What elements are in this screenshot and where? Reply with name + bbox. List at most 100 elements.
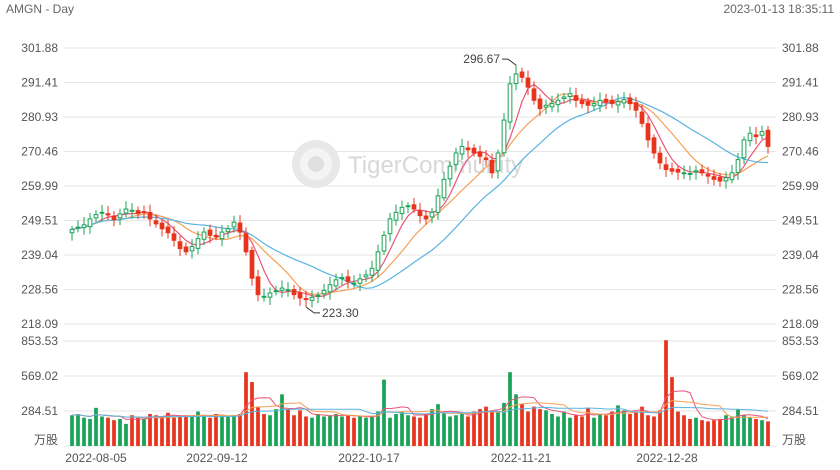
x-tick-label: 2022-12-28 xyxy=(636,451,698,465)
high-marker-line xyxy=(502,58,517,66)
candle-body xyxy=(681,172,687,175)
candle-body xyxy=(447,165,453,180)
candle-body xyxy=(729,172,735,181)
volume-bar xyxy=(100,416,104,446)
candle-body xyxy=(129,209,135,212)
volume-bar xyxy=(202,416,206,446)
volume-tick-label: 284.51 xyxy=(21,404,58,418)
x-tick-label: 2022-08-05 xyxy=(65,451,127,465)
candle-body xyxy=(759,131,765,136)
volume-bar xyxy=(652,416,656,446)
volume-bar xyxy=(706,421,710,446)
volume-bar xyxy=(220,415,224,446)
candle-body xyxy=(327,284,333,293)
candle-body xyxy=(345,276,351,282)
volume-bar xyxy=(286,409,290,446)
candle-body xyxy=(99,211,105,214)
volume-bar xyxy=(466,416,470,446)
candle-body xyxy=(657,152,663,164)
volume-bar xyxy=(352,417,356,446)
candle-body xyxy=(249,250,255,279)
volume-bar xyxy=(688,418,692,446)
candle-body xyxy=(639,111,645,124)
candle-body xyxy=(651,137,657,154)
volume-bar xyxy=(88,418,92,446)
volume-bar xyxy=(292,415,296,446)
timestamp: 2023-01-13 18:35:11 xyxy=(723,2,834,16)
volume-bar xyxy=(670,377,674,446)
candle-body xyxy=(423,215,429,220)
chart-grid xyxy=(64,47,776,447)
volume-bar xyxy=(490,410,494,446)
volume-unit-label: 万股 xyxy=(782,433,806,447)
volume-bar xyxy=(226,416,230,446)
candle-body xyxy=(579,99,585,105)
volume-bar xyxy=(268,415,272,446)
y-tick-label: 218.09 xyxy=(782,317,819,331)
volume-series xyxy=(70,340,770,446)
volume-bar xyxy=(478,409,482,446)
y-tick-label: 291.41 xyxy=(782,75,819,89)
candle-body xyxy=(261,295,267,298)
candle-body xyxy=(225,228,231,233)
candle-body xyxy=(429,211,435,218)
volume-bar xyxy=(250,382,254,446)
candle-body xyxy=(549,103,555,108)
candle-body xyxy=(105,213,111,216)
volume-bar xyxy=(592,417,596,446)
x-axis: 2022-08-05 2022-09-12 2022-10-17 2022-11-21… xyxy=(65,451,698,465)
candle-body xyxy=(591,103,597,107)
volume-bar xyxy=(658,410,662,446)
candle-body xyxy=(291,289,297,296)
volume-bar xyxy=(406,415,410,446)
candle-body xyxy=(171,233,177,241)
volume-bar xyxy=(748,417,752,446)
candle-body xyxy=(465,147,471,151)
x-tick-label: 2022-09-12 xyxy=(186,451,248,465)
candle-body xyxy=(513,73,519,85)
candle-body xyxy=(663,164,669,170)
volume-bar xyxy=(574,415,578,446)
volume-tick-label: 569.02 xyxy=(782,369,819,383)
volume-bar xyxy=(484,406,488,446)
candle-body xyxy=(141,211,147,214)
candle-body xyxy=(387,218,393,235)
volume-bar xyxy=(532,406,536,446)
volume-bar xyxy=(94,407,98,446)
volume-bar xyxy=(448,416,452,446)
volume-bar xyxy=(622,410,626,446)
volume-bar xyxy=(370,416,374,446)
candle-body xyxy=(645,123,651,141)
volume-bar xyxy=(112,420,116,446)
y-tick-label: 280.93 xyxy=(21,110,58,124)
volume-bar xyxy=(508,372,512,446)
volume-bar xyxy=(616,405,620,446)
volume-bar xyxy=(412,416,416,446)
candlestick-series xyxy=(69,65,771,308)
candle-body xyxy=(363,274,369,278)
ma5-line xyxy=(71,83,769,298)
volume-tick-label: 853.53 xyxy=(21,334,58,348)
candle-body xyxy=(615,101,621,106)
candle-body xyxy=(135,210,141,215)
volume-moving-average-lines xyxy=(71,390,769,421)
x-tick-label: 2022-11-21 xyxy=(491,451,552,465)
volume-bar xyxy=(214,414,218,446)
volume-axis: 853.53 853.53 569.02 569.02 284.51 284.51 万股 万股 xyxy=(21,334,819,447)
candle-body xyxy=(69,228,75,234)
candle-body xyxy=(333,279,339,287)
candle-body xyxy=(315,294,321,297)
candle-body xyxy=(459,145,465,155)
volume-bar xyxy=(310,417,314,446)
candle-body xyxy=(417,210,423,217)
volume-bar xyxy=(376,411,380,446)
volume-bar xyxy=(160,416,164,446)
candle-body xyxy=(489,159,495,174)
candle-body xyxy=(207,229,213,236)
volume-bar xyxy=(340,416,344,446)
x-tick-label: 2022-10-17 xyxy=(338,451,400,465)
ma20-line xyxy=(71,96,769,289)
price-annotations: 296.67 223.30 xyxy=(305,52,517,320)
candle-body xyxy=(531,88,537,101)
